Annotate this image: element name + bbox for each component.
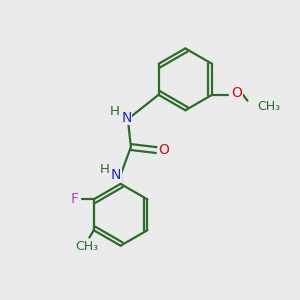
Text: H: H bbox=[110, 105, 120, 118]
Text: O: O bbox=[159, 143, 170, 157]
Text: N: N bbox=[111, 168, 121, 182]
Text: CH₃: CH₃ bbox=[75, 240, 98, 253]
Text: CH₃: CH₃ bbox=[257, 100, 280, 113]
Text: N: N bbox=[121, 111, 132, 124]
Text: H: H bbox=[99, 163, 109, 176]
Text: O: O bbox=[231, 86, 242, 100]
Text: F: F bbox=[70, 192, 79, 206]
